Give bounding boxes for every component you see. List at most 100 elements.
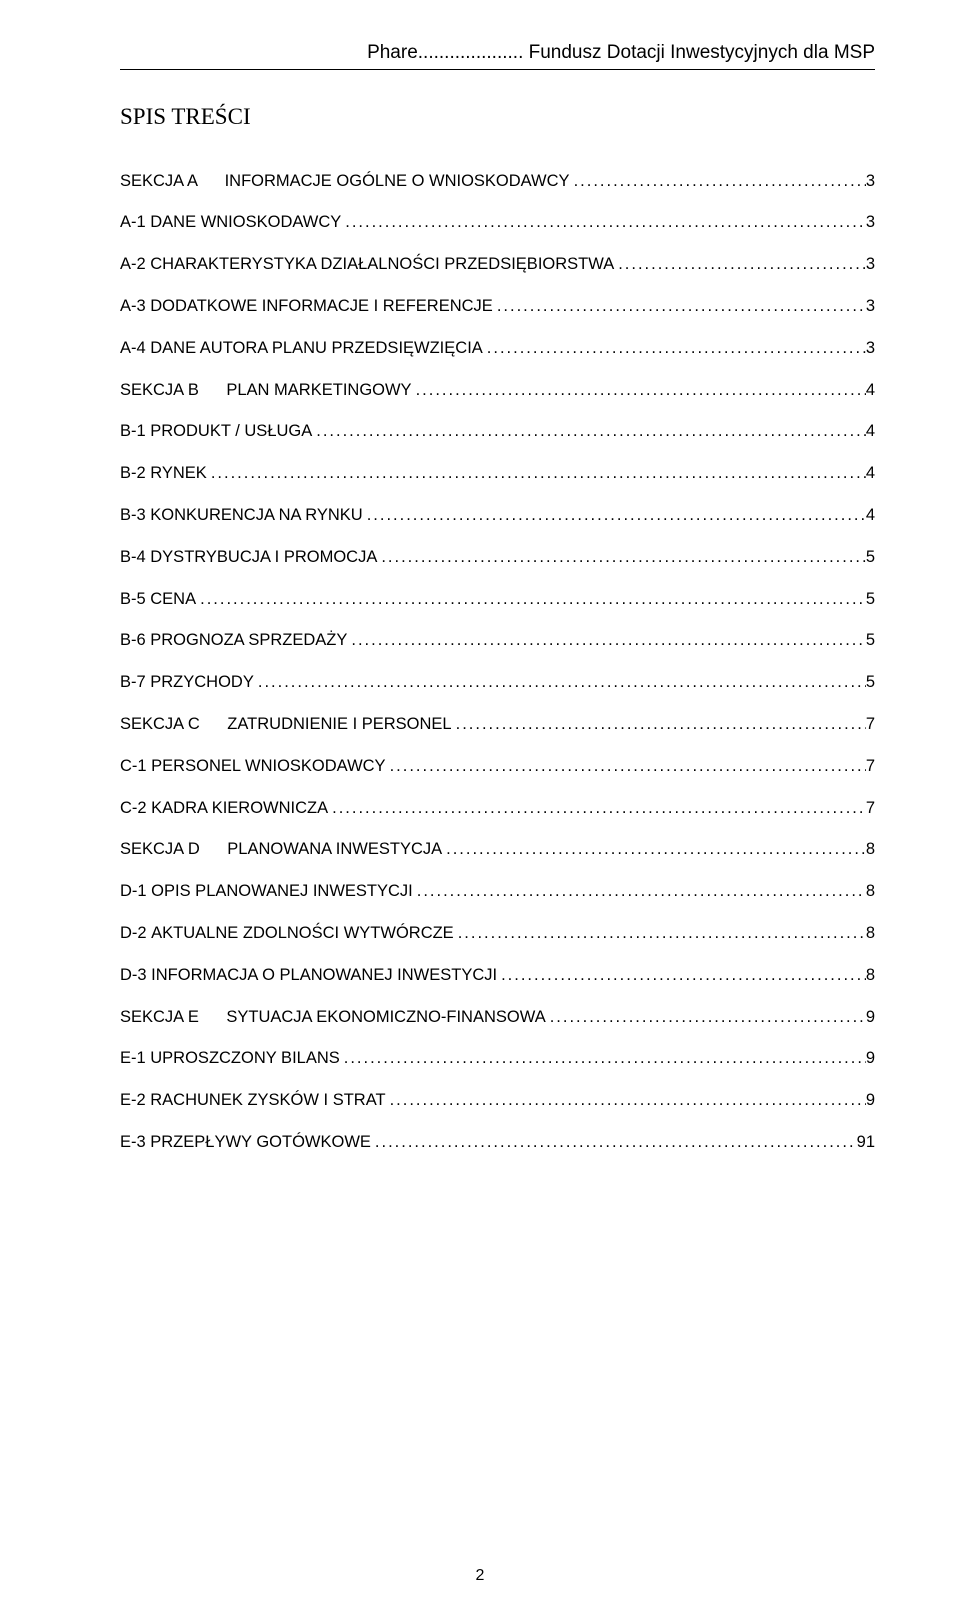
toc-leader: ........................................… xyxy=(614,255,866,275)
toc-label-group: D-2 AKTUALNE ZDOLNOŚCI WYTWÓRCZE xyxy=(120,924,454,944)
toc-leader: ........................................… xyxy=(386,757,866,777)
toc-line: C-2 KADRA KIEROWNICZA...................… xyxy=(120,799,875,819)
toc-prefix: B-7 xyxy=(120,673,150,693)
toc-line: D-2 AKTUALNE ZDOLNOŚCI WYTWÓRCZE........… xyxy=(120,924,875,944)
toc-leader: ........................................… xyxy=(254,673,866,693)
header-rule xyxy=(120,69,875,70)
toc-page: 4 xyxy=(866,381,875,401)
toc-line: B-2 RYNEK...............................… xyxy=(120,464,875,484)
toc-page: 3 xyxy=(866,339,875,359)
toc-leader: ........................................… xyxy=(386,1091,866,1111)
toc-prefix: A-3 xyxy=(120,297,150,317)
toc-leader: ........................................… xyxy=(341,213,866,233)
toc-line: D-1 OPIS PLANOWANEJ INWESTYCJI..........… xyxy=(120,882,875,902)
toc-page: 7 xyxy=(866,715,875,735)
toc-label-group: A-4 DANE AUTORA PLANU PRZEDSIĘWZIĘCIA xyxy=(120,339,483,359)
toc-prefix: B-5 xyxy=(120,590,150,610)
toc-page: 4 xyxy=(866,464,875,484)
toc-line: SEKCJA E SYTUACJA EKONOMICZNO-FINANSOWA.… xyxy=(120,1008,875,1028)
toc-label: PERSONEL WNIOSKODAWCY xyxy=(151,757,385,777)
toc-prefix: B-3 xyxy=(120,506,150,526)
toc-page: 91 xyxy=(857,1133,875,1153)
header-left: Phare xyxy=(367,42,418,63)
toc-leader: ........................................… xyxy=(371,1133,857,1153)
toc-label: DYSTRYBUCJA I PROMOCJA xyxy=(150,548,377,568)
toc-prefix: E-2 xyxy=(120,1091,150,1111)
toc-leader: ........................................… xyxy=(412,381,866,401)
toc-page: 8 xyxy=(866,840,875,860)
toc-label-group: B-3 KONKURENCJA NA RYNKU xyxy=(120,506,363,526)
toc-label-group: B-1 PRODUKT / USŁUGA xyxy=(120,422,312,442)
toc-label-group: B-2 RYNEK xyxy=(120,464,207,484)
toc-label-group: B-4 DYSTRYBUCJA I PROMOCJA xyxy=(120,548,377,568)
toc-label: PLANOWANA INWESTYCJA xyxy=(227,840,442,860)
toc-prefix: E-1 xyxy=(120,1049,150,1069)
toc-page: 3 xyxy=(866,172,875,192)
toc-leader: ........................................… xyxy=(497,966,866,986)
toc-line: B-7 PRZYCHODY...........................… xyxy=(120,673,875,693)
toc-label: INFORMACJE OGÓLNE O WNIOSKODAWCY xyxy=(225,172,570,192)
toc-page: 3 xyxy=(866,297,875,317)
toc-line: B-1 PRODUKT / USŁUGA....................… xyxy=(120,422,875,442)
toc-label: PRZEPŁYWY GOTÓWKOWE xyxy=(150,1133,371,1153)
toc-label: PLAN MARKETINGOWY xyxy=(226,381,411,401)
toc-prefix: A-4 xyxy=(120,339,150,359)
toc-leader: ........................................… xyxy=(442,840,866,860)
toc-line: E-3 PRZEPŁYWY GOTÓWKOWE.................… xyxy=(120,1133,875,1153)
toc-line: SEKCJA C ZATRUDNIENIE I PERSONEL........… xyxy=(120,715,875,735)
toc-label: INFORMACJA O PLANOWANEJ INWESTYCJI xyxy=(151,966,497,986)
toc-page: 4 xyxy=(866,506,875,526)
toc-line: B-6 PROGNOZA SPRZEDAŻY..................… xyxy=(120,631,875,651)
toc-page: 9 xyxy=(866,1008,875,1028)
toc-line: A-1 DANE WNIOSKODAWCY...................… xyxy=(120,213,875,233)
toc-label: AKTUALNE ZDOLNOŚCI WYTWÓRCZE xyxy=(151,924,454,944)
toc-line: B-3 KONKURENCJA NA RYNKU................… xyxy=(120,506,875,526)
toc-label: PRZYCHODY xyxy=(150,673,254,693)
toc-page: 8 xyxy=(866,882,875,902)
toc-leader: ........................................… xyxy=(452,715,866,735)
toc-page: 8 xyxy=(866,966,875,986)
toc-prefix: SEKCJA D xyxy=(120,840,227,860)
toc-leader: ........................................… xyxy=(546,1008,866,1028)
toc-label: PROGNOZA SPRZEDAŻY xyxy=(150,631,347,651)
toc-prefix: B-1 xyxy=(120,422,150,442)
toc-label: ZATRUDNIENIE I PERSONEL xyxy=(227,715,451,735)
toc-label-group: E-1 UPROSZCZONY BILANS xyxy=(120,1049,340,1069)
toc-label: DANE AUTORA PLANU PRZEDSIĘWZIĘCIA xyxy=(150,339,483,359)
toc-label-group: D-1 OPIS PLANOWANEJ INWESTYCJI xyxy=(120,882,413,902)
toc-label-group: SEKCJA C ZATRUDNIENIE I PERSONEL xyxy=(120,715,452,735)
toc-label: DANE WNIOSKODAWCY xyxy=(150,213,341,233)
toc-leader: ........................................… xyxy=(207,464,866,484)
toc-label: RACHUNEK ZYSKÓW I STRAT xyxy=(150,1091,385,1111)
toc-line: C-1 PERSONEL WNIOSKODAWCY...............… xyxy=(120,757,875,777)
toc-label-group: A-1 DANE WNIOSKODAWCY xyxy=(120,213,341,233)
toc-page: 9 xyxy=(866,1049,875,1069)
toc-prefix: SEKCJA B xyxy=(120,381,226,401)
toc-leader: ........................................… xyxy=(454,924,866,944)
header-right: Fundusz Dotacji Inwestycyjnych dla MSP xyxy=(529,42,875,63)
toc-prefix: SEKCJA E xyxy=(120,1008,226,1028)
toc-prefix: D-2 xyxy=(120,924,151,944)
toc-page: 8 xyxy=(866,924,875,944)
toc-prefix: A-2 xyxy=(120,255,150,275)
toc-label: OPIS PLANOWANEJ INWESTYCJI xyxy=(151,882,413,902)
toc-leader: ........................................… xyxy=(377,548,865,568)
toc-prefix: A-1 xyxy=(120,213,150,233)
toc-label-group: B-5 CENA xyxy=(120,590,196,610)
toc-line: A-4 DANE AUTORA PLANU PRZEDSIĘWZIĘCIA...… xyxy=(120,339,875,359)
toc-label: KONKURENCJA NA RYNKU xyxy=(150,506,362,526)
header-dots: .................... xyxy=(418,42,524,63)
toc-prefix: E-3 xyxy=(120,1133,150,1153)
toc-leader: ........................................… xyxy=(483,339,866,359)
toc-line: B-4 DYSTRYBUCJA I PROMOCJA..............… xyxy=(120,548,875,568)
toc-line: D-3 INFORMACJA O PLANOWANEJ INWESTYCJI..… xyxy=(120,966,875,986)
toc-label: UPROSZCZONY BILANS xyxy=(150,1049,339,1069)
toc-leader: ........................................… xyxy=(347,631,865,651)
toc-label: CENA xyxy=(150,590,196,610)
toc-prefix: B-2 xyxy=(120,464,150,484)
toc-leader: ........................................… xyxy=(196,590,866,610)
toc-prefix: C-1 xyxy=(120,757,151,777)
toc-label-group: B-6 PROGNOZA SPRZEDAŻY xyxy=(120,631,347,651)
toc-page: 3 xyxy=(866,213,875,233)
toc-label-group: SEKCJA E SYTUACJA EKONOMICZNO-FINANSOWA xyxy=(120,1008,546,1028)
